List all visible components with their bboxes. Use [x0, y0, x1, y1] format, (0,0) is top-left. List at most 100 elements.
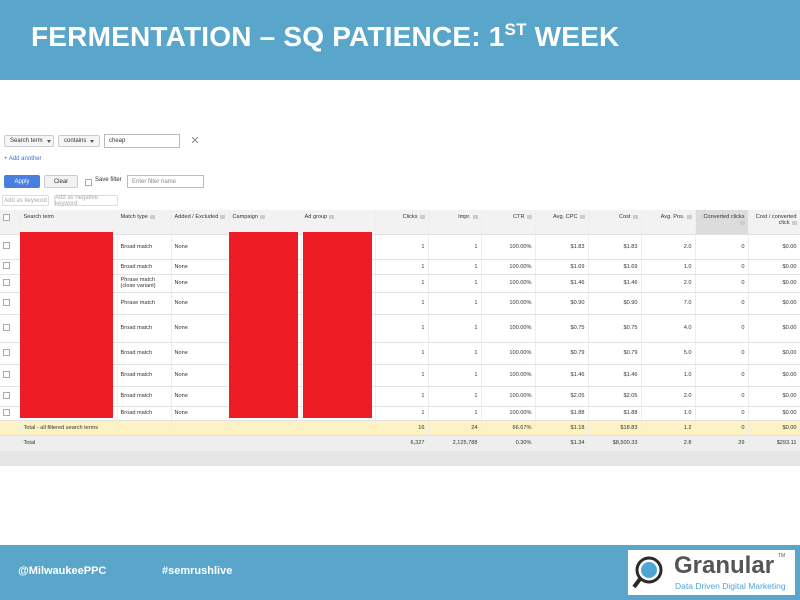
table-cell: 1.2: [641, 420, 696, 436]
filter-value-input[interactable]: cheap: [104, 134, 180, 148]
apply-button[interactable]: Apply: [4, 175, 40, 188]
cell-text: Phrase match (close variant): [120, 277, 156, 289]
cell-text: $293.11: [776, 440, 797, 446]
table-cell: Total: [20, 435, 118, 452]
redacted-search-terms: [20, 232, 113, 418]
cell-text: 1: [474, 393, 478, 399]
add-keyword-text: Add as keyword: [4, 197, 47, 204]
row-checkbox[interactable]: [3, 391, 10, 399]
column-header[interactable]: Ad group: [301, 210, 376, 235]
operator-dropdown[interactable]: contains: [58, 135, 100, 147]
cell-text: 1: [421, 410, 425, 416]
table-cell: 0: [695, 406, 749, 421]
table-cell: $0.00: [748, 234, 800, 260]
table-cell: Broad match: [117, 234, 172, 260]
table-cell: 1: [428, 274, 482, 293]
total-row: Total 6,327 2,125,788 0.30% $1.34 $8,500.33 2.…: [0, 435, 800, 452]
table-cell: $0.00: [748, 292, 800, 315]
cell-text: $0.00: [782, 325, 797, 331]
column-header[interactable]: Cost / converted click: [748, 210, 800, 235]
table-cell: 29: [695, 435, 749, 452]
table-cell: 100.00%: [481, 314, 536, 343]
cell-text: $1.83: [570, 243, 585, 250]
column-header[interactable]: Avg. CPC: [535, 210, 589, 235]
table-cell: $1.46: [535, 364, 589, 387]
table-cell: 1.0: [641, 259, 696, 275]
logo-name: Granular: [674, 552, 775, 579]
row-checkbox[interactable]: [3, 408, 10, 416]
filter-name-placeholder: Enter filter name: [132, 178, 177, 185]
table-cell: $1.46: [588, 274, 642, 293]
table-cell: $0.90: [588, 292, 642, 315]
column-header[interactable]: Converted clicks: [695, 210, 749, 235]
column-header[interactable]: Clicks: [375, 210, 429, 235]
table-cell: 66.67%: [481, 420, 536, 436]
save-filter-checkbox[interactable]: [85, 179, 92, 186]
cell-text: 100.00%: [509, 280, 532, 286]
cell-text: 1: [474, 350, 478, 356]
field-label: Search term: [10, 138, 43, 144]
cell-text: Broad match: [120, 372, 153, 378]
save-filter-text: Save filter: [95, 177, 122, 183]
cell-text: None: [174, 372, 188, 378]
cell-text: $0.00: [782, 263, 797, 270]
cell-text: 1: [474, 325, 478, 331]
column-header[interactable]: Avg. Pos.: [641, 210, 696, 235]
help-icon: [419, 214, 425, 219]
table-cell: Broad match: [117, 259, 172, 275]
row-checkbox[interactable]: [3, 242, 10, 249]
search-terms-table: Search term Match type Added / Excluded Cam…: [0, 210, 800, 452]
table-cell: 2,125,788: [428, 435, 482, 452]
table-cell: $0.00: [748, 386, 800, 407]
column-header[interactable]: Match type: [117, 210, 172, 235]
add-keyword-button[interactable]: Add as keyword: [2, 195, 49, 206]
table-cell: $2.05: [535, 386, 589, 407]
cell-text: None: [174, 300, 188, 306]
column-header[interactable]: Search term: [20, 210, 118, 235]
cell-text: 0: [741, 350, 745, 356]
cell-text: $1.46: [570, 280, 585, 286]
data-row: Phrase match (close variant) None 1 1 100.00…: [0, 274, 800, 293]
checkbox-cell: [0, 234, 21, 260]
cell-text: 5.0: [683, 350, 692, 356]
column-header[interactable]: Impr.: [428, 210, 482, 235]
column-header-text: Cost: [618, 214, 631, 220]
cell-text: 0: [741, 243, 745, 250]
table-cell: 24: [428, 420, 482, 436]
field-dropdown[interactable]: Search term: [4, 135, 54, 147]
table-cell: 100.00%: [481, 342, 536, 365]
table-cell: $0.00: [748, 259, 800, 275]
table-cell: $1.83: [535, 234, 589, 260]
cell-text: 0: [741, 410, 745, 416]
add-another-link[interactable]: + Add another: [4, 156, 42, 162]
row-checkbox[interactable]: [3, 278, 10, 286]
row-checkbox[interactable]: [3, 298, 10, 306]
filter-name-input[interactable]: Enter filter name: [127, 175, 204, 188]
cell-text: 1: [421, 325, 425, 331]
checkbox-cell: [0, 406, 21, 421]
column-header[interactable]: CTR: [481, 210, 536, 235]
row-checkbox[interactable]: [3, 348, 10, 356]
select-all-checkbox[interactable]: [3, 214, 10, 221]
cell-text: 0: [741, 280, 745, 286]
table-cell: $1.69: [588, 259, 642, 275]
data-row: Broad match None 1 1 100.00% $1.88 $1.88 1.0 0 $0…: [0, 406, 800, 421]
table-cell: 0: [695, 386, 749, 407]
column-header[interactable]: Added / Excluded: [171, 210, 230, 235]
clear-button[interactable]: Clear: [44, 175, 78, 188]
cell-text: $2.05: [570, 393, 585, 399]
column-header-text: Campaign: [232, 214, 259, 220]
column-header[interactable]: Campaign: [229, 210, 302, 235]
remove-filter[interactable]: [192, 137, 198, 143]
row-checkbox[interactable]: [3, 323, 10, 331]
table-cell: [117, 435, 172, 452]
add-negative-button[interactable]: Add as negative keyword: [54, 195, 118, 207]
table-cell: 2.8: [641, 435, 696, 452]
row-checkbox[interactable]: [3, 370, 10, 378]
row-checkbox[interactable]: [3, 262, 10, 269]
cell-text: 1: [421, 393, 425, 399]
table-cell: 1: [428, 234, 482, 260]
table-cell: Broad match: [117, 314, 172, 343]
table-cell: [229, 435, 302, 452]
column-header[interactable]: Cost: [588, 210, 642, 235]
